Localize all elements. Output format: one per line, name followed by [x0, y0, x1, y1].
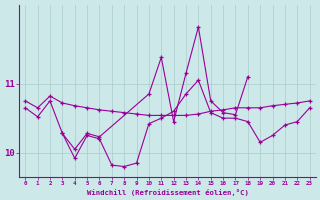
X-axis label: Windchill (Refroidissement éolien,°C): Windchill (Refroidissement éolien,°C)	[86, 189, 248, 196]
